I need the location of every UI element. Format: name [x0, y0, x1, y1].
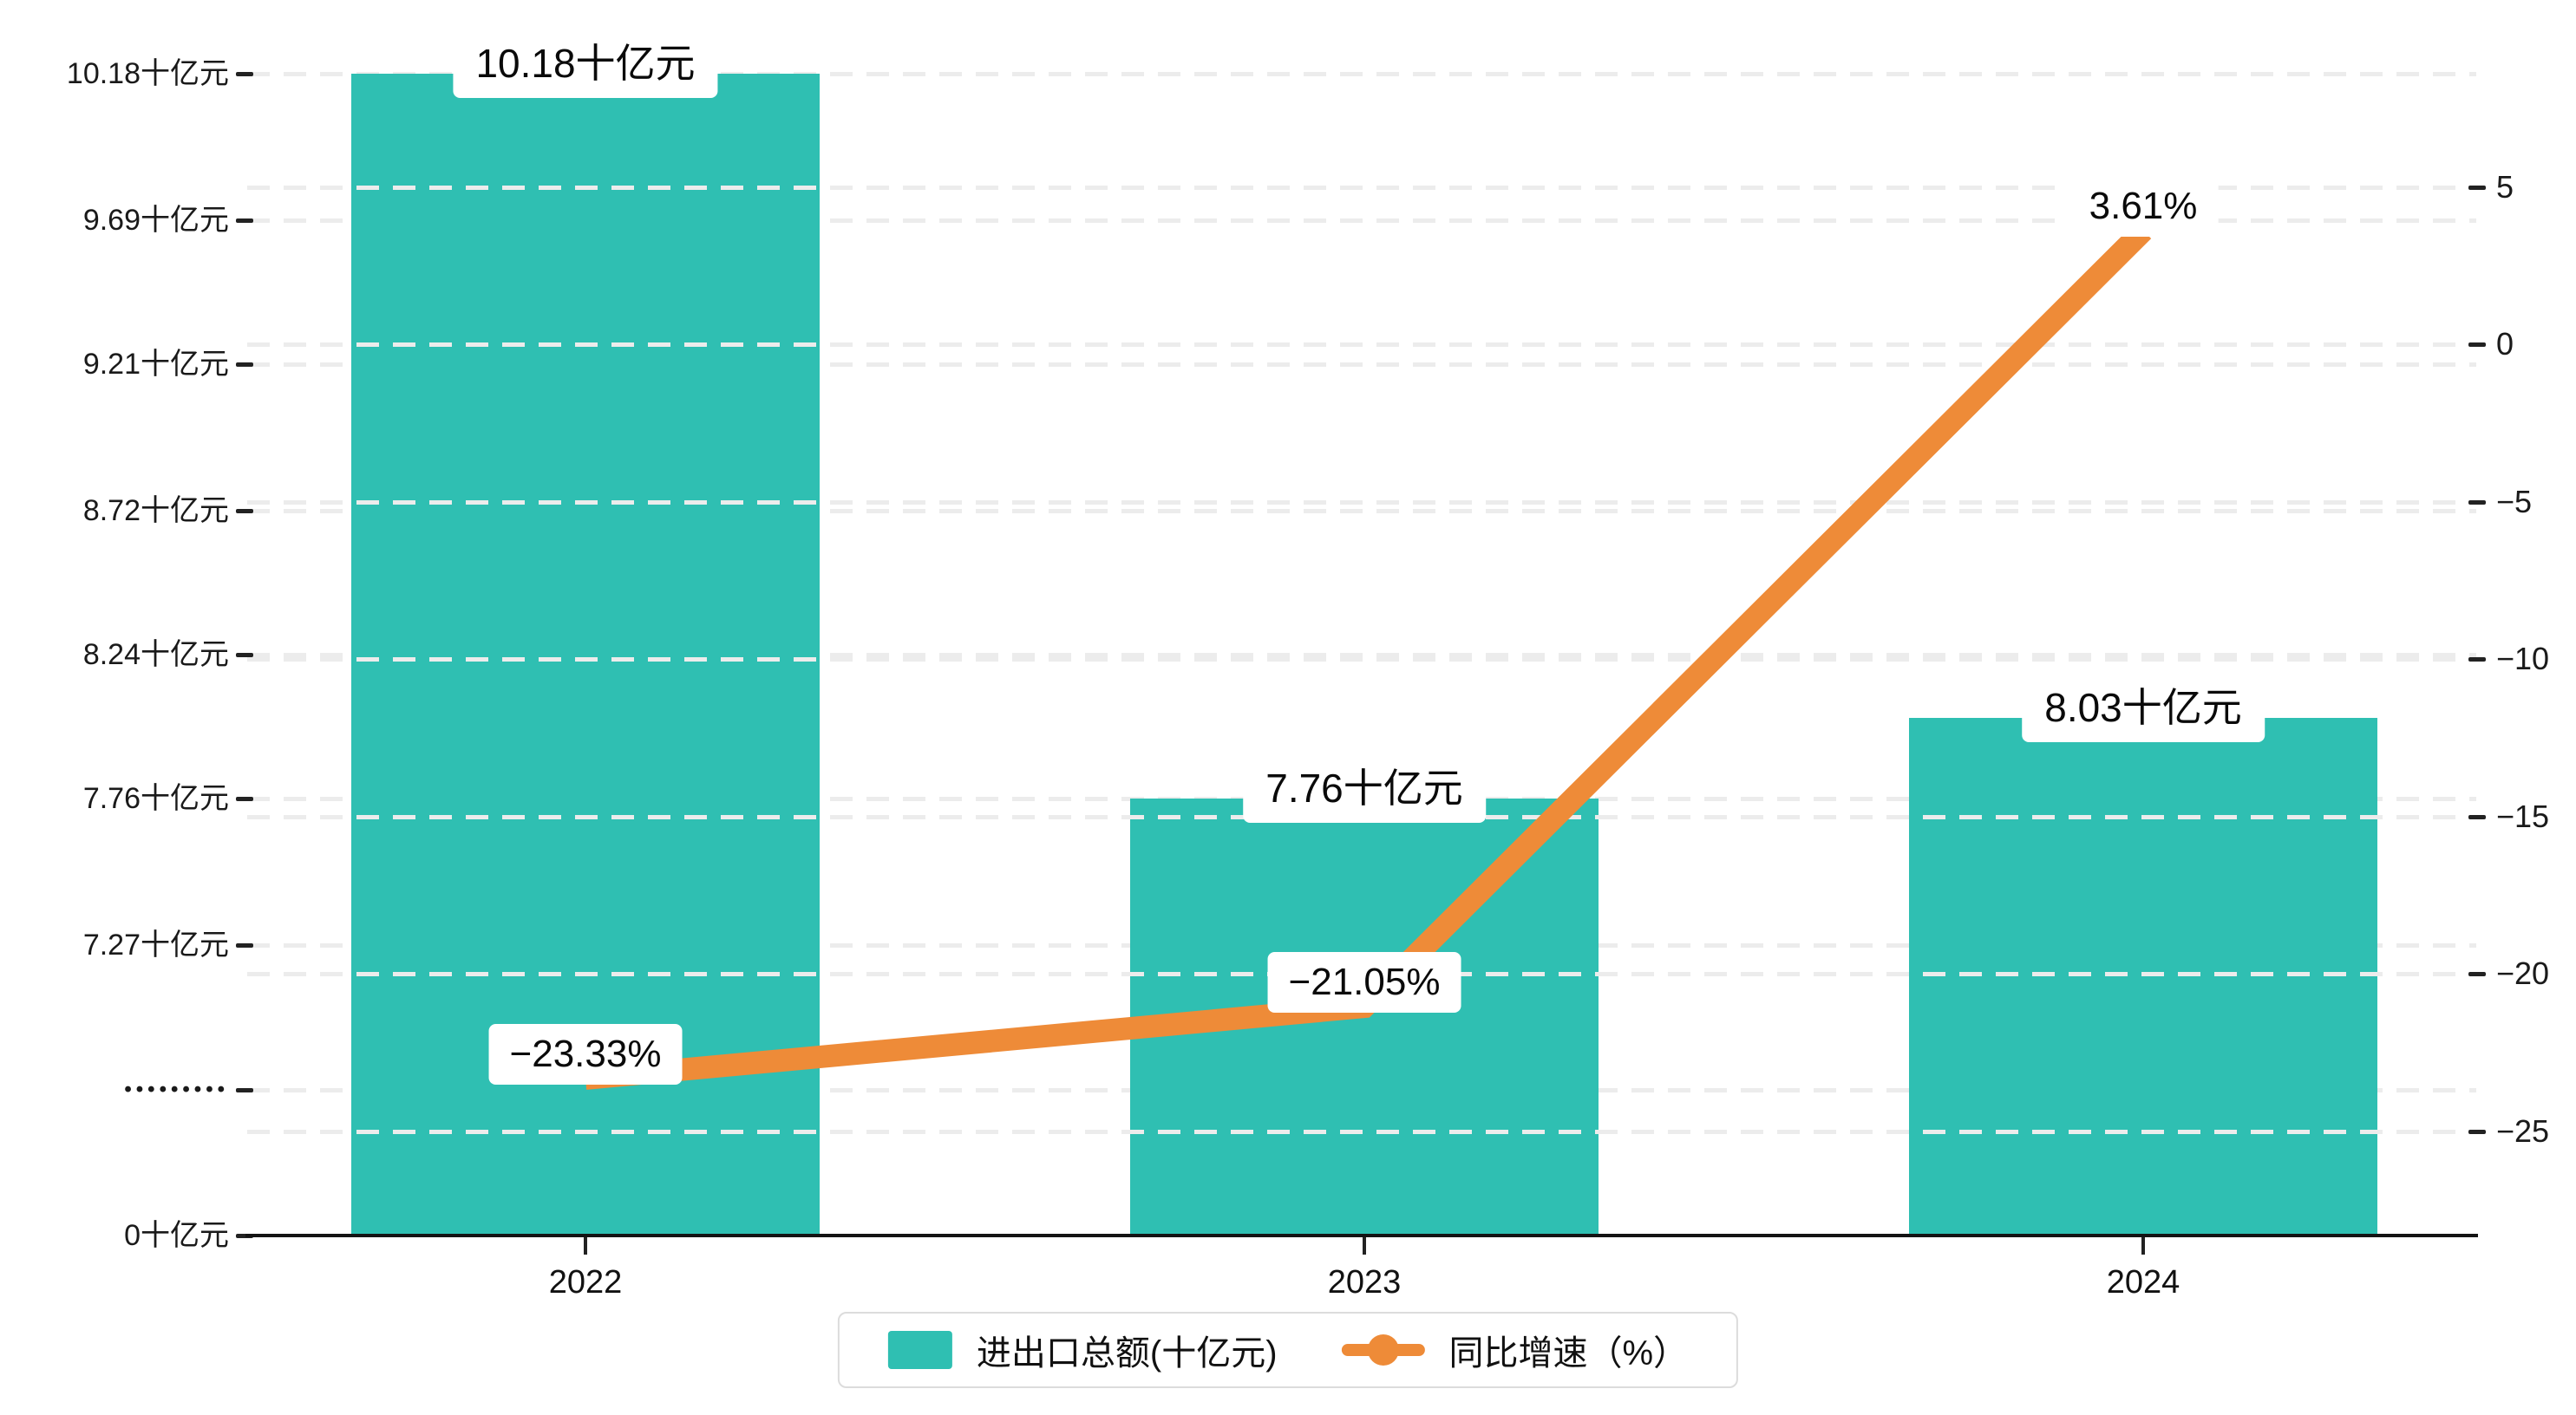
x-axis-tick-mark [584, 1236, 587, 1255]
legend-label-bar-series: 进出口总额(十亿元) [976, 1334, 1278, 1373]
line-value-label: 3.61% [2068, 175, 2219, 237]
bar-value-label: 7.76十亿元 [1243, 747, 1486, 823]
left-axis-tick-label: ••••••••• [124, 1078, 229, 1101]
left-axis-tick-mark [236, 943, 253, 948]
x-axis-label-2024: 2024 [2106, 1264, 2180, 1301]
x-axis-tick-mark [1363, 1236, 1366, 1255]
right-axis-tick-mark [2468, 814, 2486, 819]
right-axis-tick-mark [2468, 972, 2486, 976]
bar-series-swatch-icon [887, 1331, 952, 1369]
legend-item-bar-series[interactable]: 进出口总额(十亿元) [887, 1325, 1278, 1375]
line-series-marker-icon [1341, 1334, 1425, 1366]
gridline-right-axis [247, 1129, 2476, 1134]
left-axis-tick-mark [236, 72, 253, 76]
bar-2024[interactable] [1909, 717, 2377, 1236]
right-axis-tick-mark [2468, 1129, 2486, 1134]
left-axis-tick-mark [236, 509, 253, 514]
right-axis-tick-mark [2468, 185, 2486, 190]
gridline-left-axis [247, 509, 2476, 514]
line-value-label: −23.33% [488, 1023, 683, 1085]
left-axis-tick-label: 8.72十亿元 [82, 494, 229, 528]
left-axis-tick-label: 8.24十亿元 [82, 638, 229, 671]
right-axis-tick-mark [2468, 657, 2486, 662]
left-axis-tick-label: 9.69十亿元 [82, 204, 229, 238]
legend-item-line-series[interactable]: 同比增速（%） [1341, 1325, 1689, 1375]
left-axis-tick-mark [236, 796, 253, 801]
right-axis-tick-label: −20 [2496, 955, 2550, 991]
right-axis-tick-label: −25 [2496, 1112, 2550, 1149]
gridline-left-axis [247, 362, 2476, 367]
gridline-left-axis [247, 218, 2476, 224]
gridline-right-axis [247, 185, 2476, 190]
x-axis-label-2023: 2023 [1327, 1264, 1402, 1301]
gridline-right-axis [247, 657, 2476, 662]
right-axis-tick-label: −10 [2496, 641, 2550, 676]
bar-value-label: 8.03十亿元 [2022, 667, 2265, 742]
right-axis-tick-label: 5 [2496, 168, 2514, 205]
gridline-right-axis [247, 342, 2476, 347]
line-series-dot-icon [1367, 1334, 1399, 1366]
legend: 进出口总额(十亿元) 同比增速（%） [837, 1312, 1739, 1388]
left-axis-tick-mark [236, 1234, 253, 1238]
x-axis-tick-mark [2141, 1236, 2145, 1255]
left-axis-tick-label: 7.27十亿元 [82, 929, 229, 962]
left-axis-tick-label: 0十亿元 [124, 1219, 229, 1252]
left-axis-tick-mark [236, 653, 253, 657]
legend-label-line-series: 同比增速（%） [1448, 1334, 1689, 1373]
right-axis-tick-label: 0 [2496, 326, 2514, 362]
left-axis-tick-mark [236, 362, 253, 367]
left-axis-tick-label: 7.76十亿元 [82, 781, 229, 815]
bar-value-label: 10.18十亿元 [453, 23, 718, 98]
gridline-left-axis [247, 72, 2476, 76]
right-axis-tick-label: −5 [2496, 483, 2533, 519]
gridline-right-axis [247, 499, 2476, 505]
gridline-left-axis [247, 653, 2476, 657]
left-axis-tick-mark [236, 218, 253, 224]
left-axis-tick-mark [236, 1088, 253, 1092]
line-value-label: −21.05% [1267, 952, 1461, 1014]
right-axis-tick-mark [2468, 342, 2486, 347]
right-axis-tick-label: −15 [2496, 798, 2550, 834]
x-axis-line [245, 1234, 2478, 1237]
right-axis-tick-mark [2468, 499, 2486, 505]
x-axis-label-2022: 2022 [548, 1264, 623, 1301]
left-axis-tick-label: 9.21十亿元 [82, 348, 229, 381]
left-axis-tick-label: 10.18十亿元 [66, 57, 229, 90]
